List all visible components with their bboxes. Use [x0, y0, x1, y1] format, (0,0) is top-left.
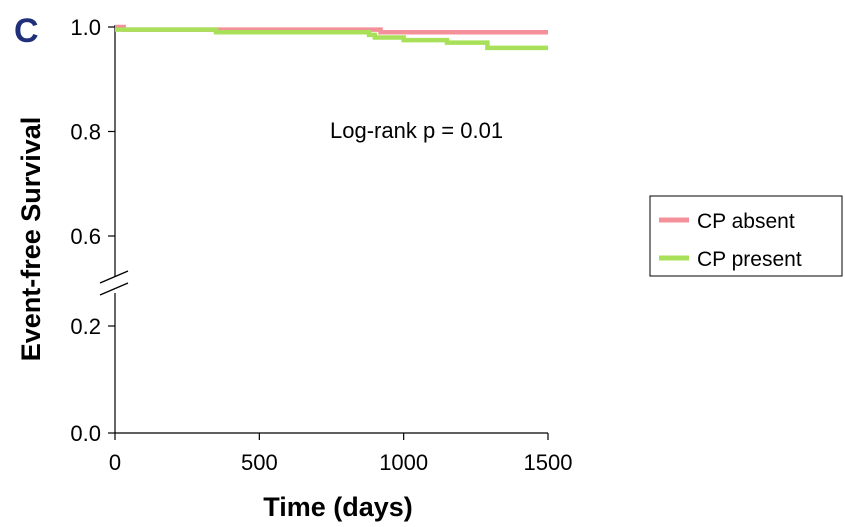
y-tick-label: 1.0 — [70, 15, 101, 40]
legend-box — [649, 195, 843, 277]
y-tick-label: 0.0 — [70, 421, 101, 446]
log-rank-annotation: Log-rank p = 0.01 — [330, 118, 503, 143]
x-tick-label: 1000 — [379, 450, 428, 475]
y-tick-label: 0.8 — [70, 120, 101, 145]
legend-label-cp-absent: CP absent — [697, 210, 795, 233]
series-line-cp-present — [115, 27, 548, 51]
y-axis-title: Event-free Survival — [16, 117, 46, 362]
y-axis: 0.0 0.2 0.6 0.8 1.0 — [70, 15, 129, 446]
x-axis: 0 500 1000 1500 — [109, 432, 573, 475]
legend-label-cp-present: CP present — [697, 248, 802, 271]
y-tick-label: 0.2 — [70, 314, 101, 339]
legend: CP absent CP present — [649, 195, 843, 277]
plot-series — [115, 24, 548, 51]
x-axis-title: Time (days) — [263, 492, 413, 522]
y-tick-label: 0.6 — [70, 224, 101, 249]
x-tick-label: 500 — [241, 450, 278, 475]
x-tick-label: 0 — [109, 450, 121, 475]
panel-label: C — [14, 12, 39, 50]
y-axis-break-mark — [99, 270, 129, 284]
y-axis-break-mark — [99, 282, 129, 296]
x-tick-label: 1500 — [524, 450, 573, 475]
